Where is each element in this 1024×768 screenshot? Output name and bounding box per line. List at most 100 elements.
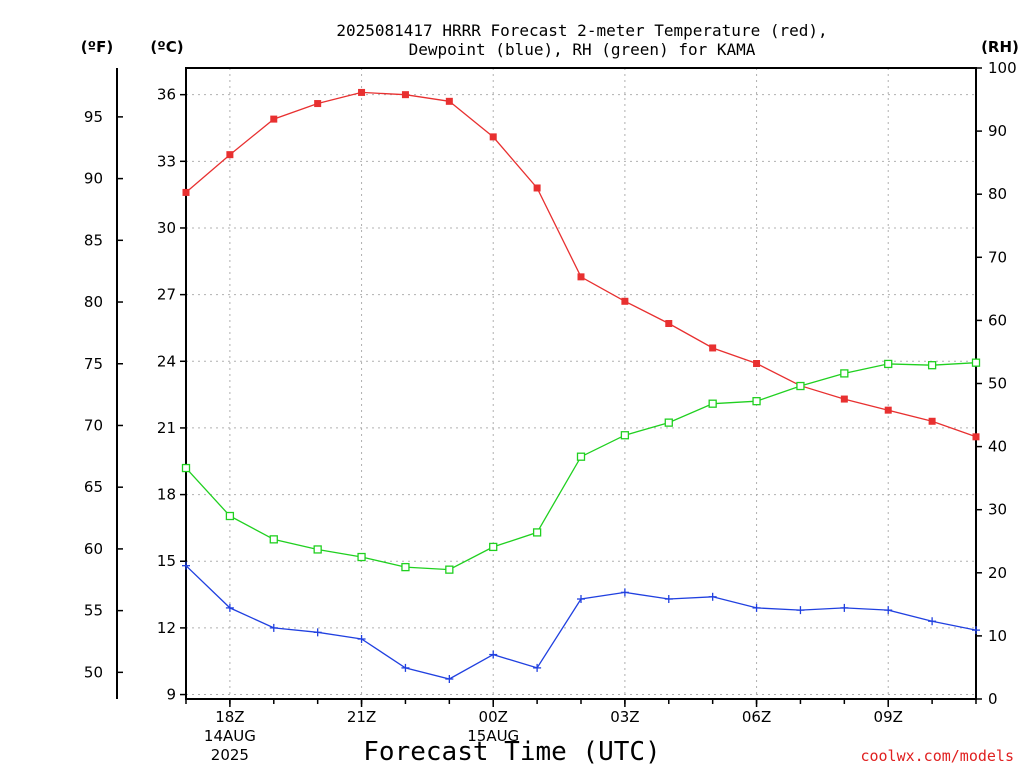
rh-point [225, 511, 235, 521]
temperature-point [401, 91, 409, 99]
dewpoint-point [972, 626, 980, 635]
axes: 9 12 15 18 21 24 27 30 33 36 50 55 60 65 70 75 80 85 90 95 0… [84, 59, 1017, 764]
dewpoint-point [357, 635, 366, 644]
rh-point [401, 562, 410, 572]
rh-tick-label: 100 [988, 59, 1017, 77]
rh-point [313, 545, 322, 554]
x-tick-label: 06Z [742, 708, 771, 726]
dewpoint-point [840, 603, 849, 612]
temperature-point [445, 97, 453, 105]
rh-unit-label: (RH) [981, 38, 1019, 56]
temperature-point [884, 406, 892, 414]
chart-title-line2: Dewpoint (blue), RH (green) for KAMA [409, 40, 756, 59]
celsius-tick-label: 24 [157, 352, 176, 370]
dewpoint-point [182, 561, 190, 570]
dewpoint-point [928, 617, 937, 626]
rh-tick-label: 60 [988, 311, 1007, 329]
chart-title-line1: 2025081417 HRRR Forecast 2-meter Tempera… [336, 21, 827, 40]
dewpoint-point [269, 623, 278, 632]
rh-point [840, 369, 849, 378]
temperature-point [489, 133, 497, 141]
temperature-point [753, 360, 761, 368]
plot-frame [185, 67, 977, 700]
temperature-point [577, 273, 585, 281]
rh-point [664, 418, 673, 427]
rh-point [532, 528, 542, 537]
dewpoint-point [225, 603, 234, 612]
x-tick-label: 03Z [610, 708, 639, 726]
dewpoint-line [185, 565, 977, 680]
rh-tick-label: 20 [988, 564, 1007, 582]
fahrenheit-tick-label: 70 [84, 416, 103, 434]
fahrenheit-unit-label: (ºF) [81, 38, 113, 56]
fahrenheit-tick-label: 65 [84, 478, 103, 496]
temperature-point [928, 417, 936, 425]
dewpoint-point [620, 588, 629, 597]
celsius-tick-label: 18 [157, 486, 176, 504]
rh-tick-label: 70 [988, 248, 1007, 266]
dewpoint-point [577, 595, 585, 604]
celsius-tick-label: 27 [157, 286, 176, 304]
data-series [181, 88, 981, 684]
fahrenheit-tick-label: 50 [84, 663, 103, 681]
x-tick-year-label: 2025 [211, 746, 249, 764]
grid-lines [186, 68, 976, 699]
rh-point [489, 542, 498, 552]
dewpoint-point [533, 663, 542, 672]
temperature-point [665, 320, 673, 328]
rh-point [927, 361, 937, 370]
dewpoint-point [708, 592, 717, 601]
dewpoint-point [489, 650, 498, 659]
rh-point [708, 399, 717, 408]
temperature-point [709, 344, 717, 352]
rh-point [620, 431, 630, 440]
celsius-tick-label: 9 [166, 686, 176, 704]
dewpoint-point [445, 675, 454, 684]
rh-tick-label: 50 [988, 375, 1007, 393]
rh-point [752, 397, 761, 406]
rh-point [576, 452, 586, 461]
rh-tick-label: 40 [988, 438, 1007, 456]
dewpoint-point [313, 628, 322, 637]
rh-point [181, 463, 191, 473]
x-tick-date-label: 14AUG [204, 727, 256, 745]
celsius-tick-label: 36 [157, 86, 176, 104]
temperature-point [314, 100, 322, 108]
celsius-tick-label: 21 [157, 419, 176, 437]
rh-point [884, 359, 893, 369]
rh-point [796, 381, 805, 391]
temperature-point [358, 88, 366, 96]
temperature-line [185, 91, 977, 438]
fahrenheit-tick-label: 85 [84, 231, 103, 249]
rh-tick-label: 80 [988, 185, 1007, 203]
fahrenheit-tick-label: 75 [84, 355, 103, 373]
rh-point [269, 535, 278, 544]
temperature-point [621, 297, 629, 305]
x-axis-label: Forecast Time (UTC) [363, 737, 660, 767]
x-tick-label: 00Z [479, 708, 508, 726]
dewpoint-point [884, 606, 893, 615]
temperature-point [840, 395, 848, 403]
celsius-tick-label: 12 [157, 619, 176, 637]
temperature-point [972, 433, 980, 441]
celsius-tick-label: 33 [157, 152, 176, 170]
fahrenheit-tick-label: 90 [84, 170, 103, 188]
fahrenheit-tick-label: 60 [84, 540, 103, 558]
site-credit: coolwx.com/models [860, 747, 1014, 765]
dewpoint-point [796, 606, 805, 615]
rh-tick-label: 90 [988, 122, 1007, 140]
temperature-point [226, 151, 234, 159]
temperature-point [270, 115, 278, 123]
temperature-point [182, 188, 190, 196]
rh-point [971, 358, 981, 367]
dewpoint-point [664, 595, 673, 604]
rh-tick-label: 10 [988, 627, 1007, 645]
rh-tick-label: 30 [988, 501, 1007, 519]
rh-line [185, 362, 977, 571]
celsius-tick-label: 30 [157, 219, 176, 237]
fahrenheit-tick-label: 80 [84, 293, 103, 311]
dewpoint-point [752, 603, 761, 612]
x-tick-label: 18Z [215, 708, 244, 726]
celsius-tick-label: 15 [157, 552, 176, 570]
